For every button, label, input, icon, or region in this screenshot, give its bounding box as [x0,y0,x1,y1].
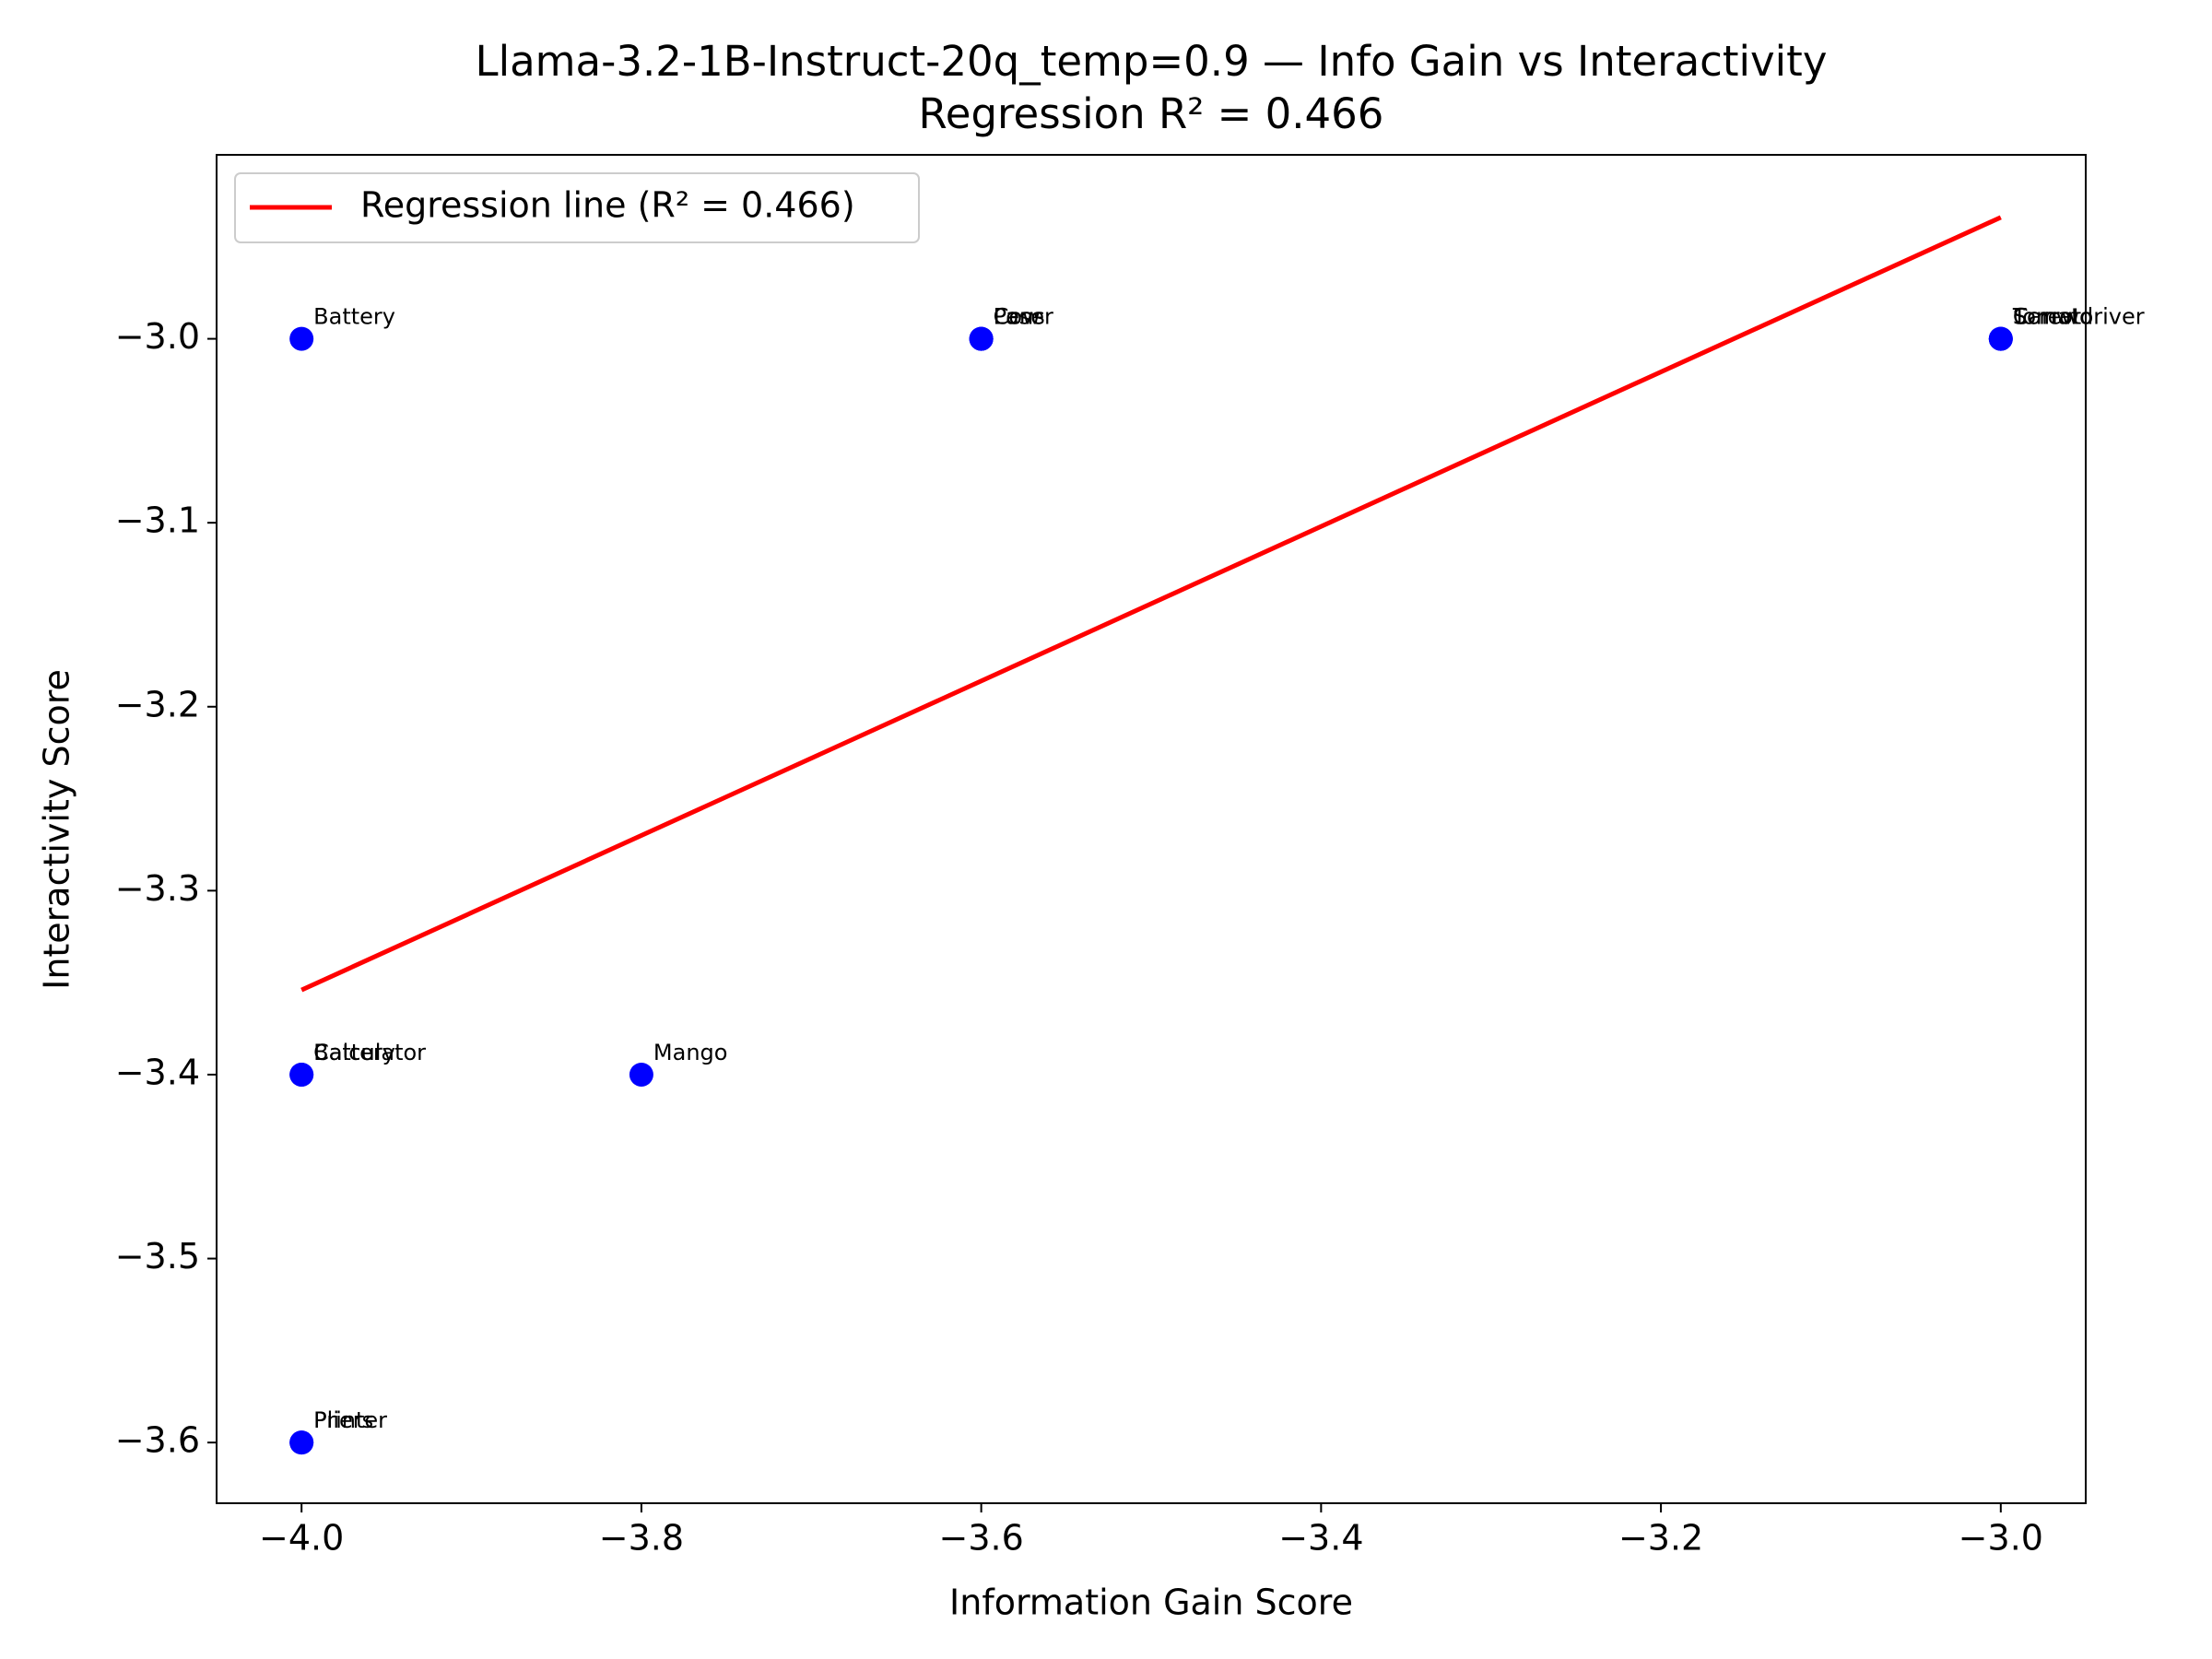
y-tick-label: −3.0 [115,316,200,357]
y-tick-label: −3.3 [115,868,200,909]
point [289,1062,314,1087]
x-axis-label: Information Gain Score [949,1583,1353,1623]
point [969,326,994,351]
point [289,326,314,351]
point [289,1430,314,1455]
point-label: Tomato [2012,304,2093,330]
chart-title: Llama-3.2-1B-Instruct-20q_temp=0.9 — Inf… [476,37,1828,86]
point-label: Laser [994,304,1053,330]
point-label: Battery [313,1040,395,1065]
y-tick-label: −3.4 [115,1052,200,1092]
chart-subtitle: Regression R² = 0.466 [919,89,1384,138]
legend-label: Regression line (R² = 0.466) [360,185,855,226]
point [629,1062,653,1087]
y-tick-label: −3.2 [115,684,200,724]
point-label: Pliers [313,1407,373,1433]
point-label: Mango [653,1040,728,1065]
y-tick-label: −3.1 [115,500,200,541]
regression-line [300,215,2002,993]
x-tick-label: −4.0 [259,1518,344,1559]
y-axis-label: Interactivity Score [37,669,77,990]
x-tick-label: −3.8 [599,1518,684,1559]
point-label: Screwdriver [2013,304,2145,330]
y-tick-label: −3.6 [115,1420,200,1461]
point-label: Printer [313,1407,387,1433]
y-tick-label: −3.5 [115,1236,200,1277]
point-label: Calculator [313,1040,426,1065]
point-label: Carrot [2013,304,2081,330]
x-tick-label: −3.0 [1959,1518,2043,1559]
legend-box [234,172,920,243]
x-tick-label: −3.6 [938,1518,1023,1559]
point-label: Cow [994,304,1041,330]
point-label: Battery [313,304,395,330]
point-label: Pens [994,304,1045,330]
x-tick-label: −3.4 [1278,1518,1363,1559]
point [1988,326,2013,351]
plot-frame [216,154,2087,1504]
x-tick-label: −3.2 [1618,1518,1703,1559]
